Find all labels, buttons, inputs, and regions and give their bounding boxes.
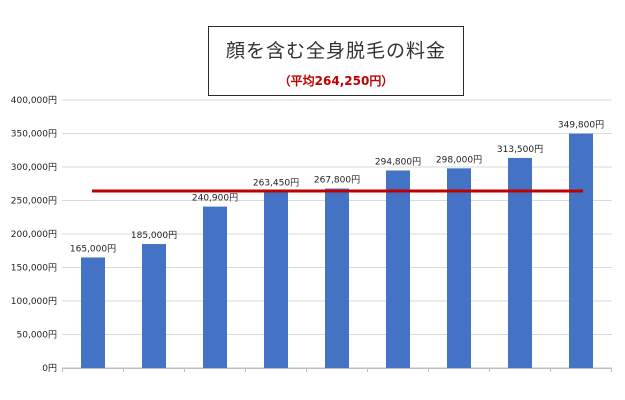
data-label: 298,000円 xyxy=(436,154,482,165)
y-tick-label: 150,000円 xyxy=(11,263,57,274)
x-axis-ticks xyxy=(62,368,612,372)
data-label: 267,800円 xyxy=(314,175,360,186)
bar xyxy=(386,170,410,368)
y-tick-label: 400,000円 xyxy=(11,95,57,106)
data-label: 349,800円 xyxy=(558,120,604,131)
data-label: 185,000円 xyxy=(131,230,177,241)
data-label: 263,450円 xyxy=(253,177,299,188)
y-axis-ticks: 0円 50,000円 100,000円 150,000円 200,000円 250,000… xyxy=(11,95,57,374)
y-tick-label: 200,000円 xyxy=(11,229,57,240)
data-labels: 165,000円 185,000円 240,900円 263,450円 267,800円… xyxy=(70,120,604,255)
chart-subtitle: （平均264,250円） xyxy=(278,74,394,88)
y-tick-label: 0円 xyxy=(42,363,57,374)
data-label: 294,800円 xyxy=(375,156,421,167)
bar xyxy=(264,191,288,368)
bar xyxy=(508,157,532,368)
y-tick-label: 100,000円 xyxy=(11,296,57,307)
y-tick-label: 350,000円 xyxy=(11,129,57,140)
data-label: 313,500円 xyxy=(497,144,543,155)
y-tick-label: 50,000円 xyxy=(17,330,58,341)
data-label: 165,000円 xyxy=(70,243,116,254)
chart-title: 顔を含む全身脱毛の料金 xyxy=(225,40,446,62)
y-tick-label: 250,000円 xyxy=(11,196,57,207)
data-label: 240,900円 xyxy=(192,193,238,204)
bar xyxy=(325,188,349,368)
bar xyxy=(203,206,227,368)
y-tick-label: 300,000円 xyxy=(11,162,57,173)
chart-title-box: 顔を含む全身脱毛の料金 （平均264,250円） xyxy=(208,26,464,96)
bar xyxy=(569,133,593,368)
bar xyxy=(142,244,166,368)
bars xyxy=(81,133,593,368)
bar xyxy=(447,168,471,368)
bar xyxy=(81,257,105,368)
